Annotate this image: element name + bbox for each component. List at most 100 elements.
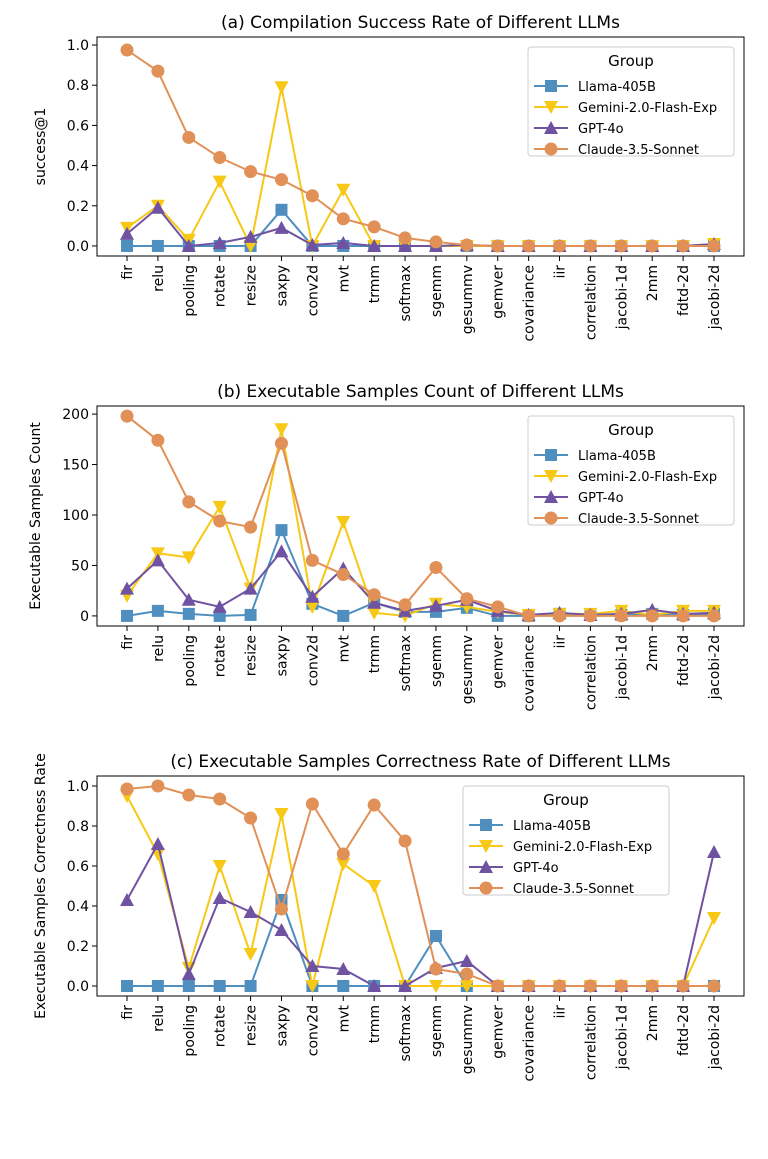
- data-point: [243, 948, 258, 961]
- x-tick-label: iir: [553, 635, 569, 649]
- data-point: [151, 64, 165, 78]
- data-point: [367, 880, 382, 893]
- x-tick-label: iir: [553, 265, 569, 279]
- data-point: [151, 433, 165, 447]
- data-point: [120, 43, 134, 57]
- data-point: [305, 553, 319, 567]
- data-point: [274, 808, 289, 821]
- data-point: [212, 175, 227, 189]
- data-point: [429, 235, 443, 249]
- x-tick-label: jacobi-1d: [614, 265, 630, 330]
- legend-label: Llama-405B: [578, 449, 656, 464]
- x-tick-label: gemver: [491, 1005, 507, 1059]
- legend-marker: [545, 449, 557, 461]
- legend-marker: [479, 840, 493, 853]
- data-point: [676, 239, 690, 253]
- legend-title: Group: [608, 52, 654, 70]
- data-point: [398, 979, 413, 992]
- legend-marker: [480, 819, 492, 831]
- data-point: [243, 581, 258, 595]
- data-point: [676, 979, 690, 993]
- data-point: [553, 609, 567, 623]
- data-point: [398, 238, 413, 252]
- y-tick-label: 0.6: [67, 118, 89, 134]
- data-point: [274, 81, 289, 95]
- x-tick-label: rotate: [213, 635, 229, 677]
- x-tick-label: jacobi-2d: [707, 1005, 723, 1070]
- data-point: [244, 811, 258, 825]
- data-point: [213, 514, 227, 528]
- x-tick-label: pooling: [182, 265, 198, 317]
- data-point: [337, 980, 350, 992]
- x-tick-label: covariance: [522, 265, 538, 342]
- data-point: [583, 609, 597, 623]
- data-point: [459, 980, 474, 993]
- x-tick-label: 2mm: [645, 635, 661, 671]
- x-tick-label: resize: [244, 635, 260, 676]
- x-tick-label: saxpy: [274, 1005, 290, 1046]
- legend-box: [527, 46, 735, 157]
- data-point: [212, 599, 227, 613]
- y-tick-label: 0.2: [67, 199, 89, 215]
- data-point: [707, 609, 721, 623]
- legend-label: Claude-3.5-Sonnet: [578, 512, 699, 527]
- x-tick-label: pooling: [182, 1005, 198, 1057]
- y-axis-label: Executable Samples Correctness Rate: [33, 753, 49, 1019]
- y-tick-label: 0.8: [67, 78, 89, 94]
- data-point: [150, 553, 165, 567]
- data-point: [305, 797, 319, 811]
- data-point: [120, 581, 134, 595]
- data-point: [429, 560, 443, 574]
- data-point: [336, 212, 350, 226]
- x-tick-label: fdtd-2d: [676, 635, 692, 686]
- x-tick-label: pooling: [182, 635, 198, 687]
- data-point: [182, 980, 195, 992]
- data-point: [244, 980, 257, 992]
- data-point: [244, 608, 257, 621]
- x-tick-label: mvt: [336, 634, 352, 662]
- data-point: [707, 239, 721, 253]
- legend-marker: [545, 80, 557, 92]
- series-Llama-405B: [121, 524, 720, 622]
- series-line: [126, 527, 715, 617]
- x-tick-label: correlation: [583, 1005, 599, 1080]
- y-tick-label: 150: [62, 458, 89, 474]
- legend-label: Gemini-2.0-Flash-Exp: [578, 470, 717, 485]
- chart-0: (a) Compilation Success Rate of Differen…: [33, 13, 745, 342]
- legend-label: Claude-3.5-Sonnet: [578, 143, 699, 158]
- data-point: [367, 588, 381, 602]
- legend: Group Llama-405B Gemini-2.0-Flash-Exp GPT-4…: [527, 415, 735, 527]
- legend-label: GPT-4o: [578, 122, 624, 137]
- x-tick-label: sgemm: [429, 635, 445, 687]
- data-point: [274, 173, 288, 187]
- legend-label: GPT-4o: [578, 491, 624, 506]
- x-tick-label: correlation: [583, 265, 599, 340]
- data-point: [429, 962, 443, 976]
- y-tick-label: 0.2: [67, 939, 89, 955]
- data-point: [336, 858, 351, 871]
- data-point: [522, 609, 536, 623]
- data-point: [707, 912, 721, 925]
- legend-box: [462, 785, 670, 896]
- data-point: [151, 239, 164, 252]
- x-tick-label: saxpy: [274, 635, 290, 676]
- legend-label: GPT-4o: [513, 861, 559, 876]
- legend-marker: [479, 881, 493, 895]
- x-tick-label: resize: [244, 1005, 260, 1046]
- y-tick-label: 100: [62, 508, 89, 524]
- data-point: [150, 837, 165, 850]
- x-tick-label: covariance: [522, 635, 538, 712]
- x-tick-label: covariance: [522, 1005, 538, 1082]
- x-tick-label: gemver: [491, 265, 507, 319]
- y-tick-label: 0.8: [67, 819, 89, 835]
- chart-title: (b) Executable Samples Count of Differen…: [217, 382, 624, 402]
- data-point: [553, 239, 567, 253]
- x-tick-label: gesummv: [460, 635, 476, 704]
- x-tick-label: fdtd-2d: [676, 265, 692, 316]
- legend-label: Llama-405B: [578, 80, 656, 95]
- x-tick-label: gesummv: [460, 265, 476, 334]
- x-tick-label: relu: [151, 635, 167, 662]
- data-point: [305, 959, 320, 972]
- legend-box: [527, 415, 735, 526]
